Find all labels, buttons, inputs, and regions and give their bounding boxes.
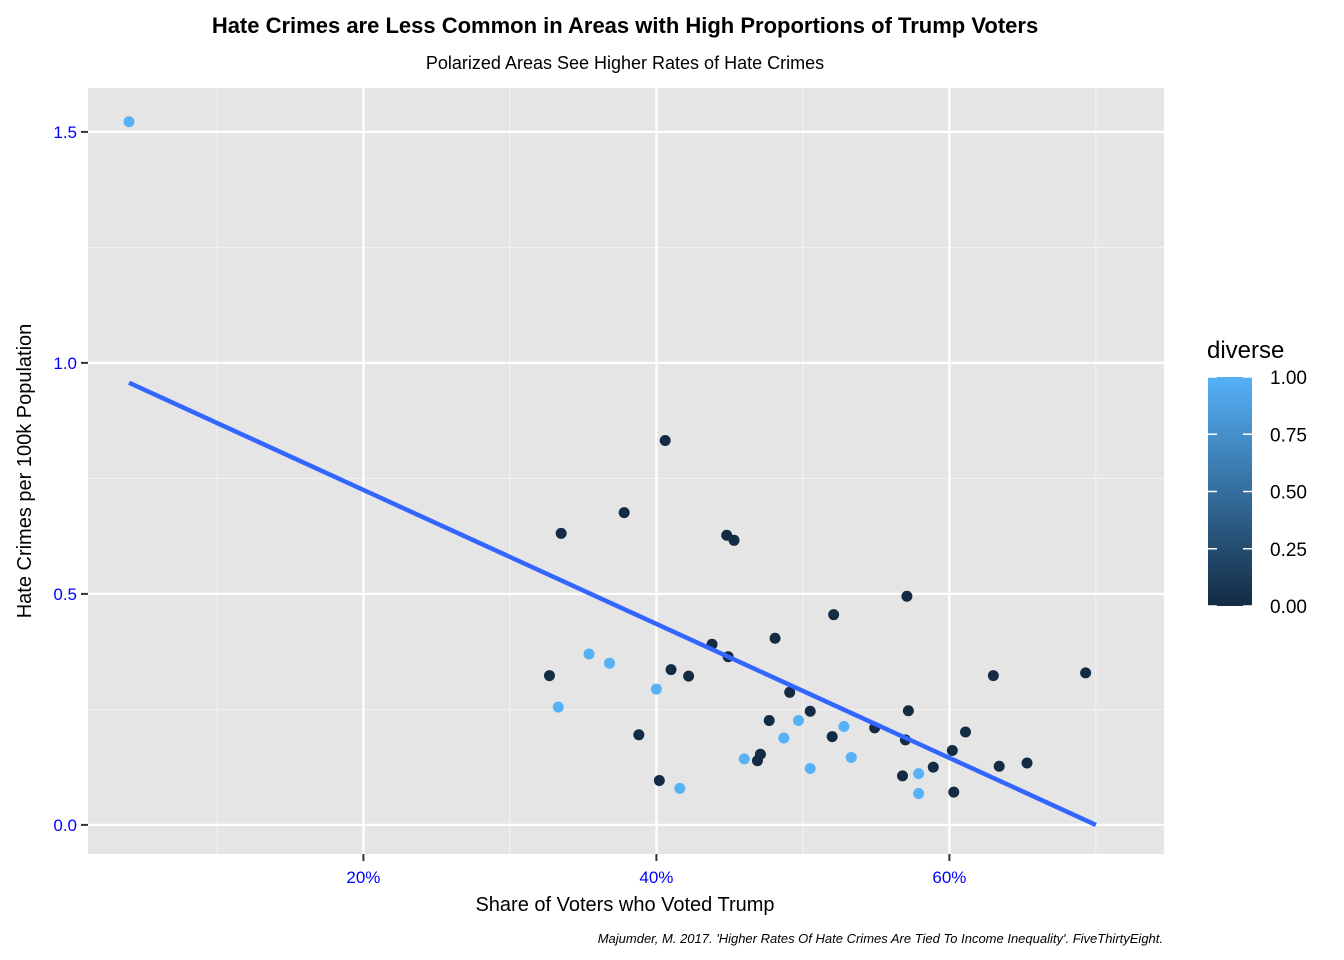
data-point (674, 783, 685, 794)
data-point (828, 609, 839, 620)
y-tick-label: 1.0 (53, 354, 77, 373)
data-point (1080, 667, 1091, 678)
legend-tick-label: 0.00 (1270, 597, 1307, 618)
data-point (778, 733, 789, 744)
data-point (619, 507, 630, 518)
data-point (683, 671, 694, 682)
data-point (604, 658, 615, 669)
data-point (913, 768, 924, 779)
data-point (584, 648, 595, 659)
data-point (994, 761, 1005, 772)
y-tick-label: 0.5 (53, 585, 77, 604)
data-point (729, 535, 740, 546)
data-point (947, 745, 958, 756)
x-axis-title: Share of Voters who Voted Trump (475, 894, 774, 916)
source-caption: Majumder, M. 2017. 'Higher Rates Of Hate… (598, 931, 1163, 946)
color-legend: diverse 1.00 0.75 0.50 0.25 0.00 (1207, 337, 1307, 618)
data-point (805, 706, 816, 717)
data-point (660, 435, 671, 446)
legend-tick-label: 0.50 (1270, 483, 1307, 504)
data-point (651, 684, 662, 695)
data-point (827, 731, 838, 742)
data-point (793, 715, 804, 726)
chart-title: Hate Crimes are Less Common in Areas wit… (212, 13, 1038, 38)
x-axis: 20% 40% 60% (346, 854, 966, 887)
x-tick-label: 40% (639, 868, 673, 887)
y-tick-label: 0.0 (53, 816, 77, 835)
data-point (544, 670, 555, 681)
data-point (948, 787, 959, 798)
legend-tick-label: 1.00 (1270, 368, 1307, 389)
data-point (124, 116, 135, 127)
data-point (960, 727, 971, 738)
x-tick-label: 20% (346, 868, 380, 887)
data-point (556, 528, 567, 539)
data-point (755, 749, 766, 760)
data-point (666, 664, 677, 675)
data-point (654, 775, 665, 786)
data-point (553, 702, 564, 713)
data-point (913, 788, 924, 799)
data-point (846, 752, 857, 763)
data-point (838, 721, 849, 732)
data-point (1022, 757, 1033, 768)
data-point (901, 591, 912, 602)
plot-panel (88, 88, 1164, 854)
chart-subtitle: Polarized Areas See Higher Rates of Hate… (426, 53, 824, 73)
data-point (903, 705, 914, 716)
data-point (633, 729, 644, 740)
y-axis-title: Hate Crimes per 100k Population (14, 324, 36, 619)
y-axis: 0.0 0.5 1.0 1.5 (53, 123, 88, 835)
data-point (764, 715, 775, 726)
x-tick-label: 60% (932, 868, 966, 887)
legend-tick-label: 0.25 (1270, 540, 1307, 561)
data-point (739, 753, 750, 764)
y-tick-label: 1.5 (53, 123, 77, 142)
data-point (897, 770, 908, 781)
data-point (988, 670, 999, 681)
data-point (928, 762, 939, 773)
data-point (805, 763, 816, 774)
legend-tick-label: 0.75 (1270, 425, 1307, 446)
legend-title: diverse (1207, 337, 1284, 364)
data-point (770, 633, 781, 644)
